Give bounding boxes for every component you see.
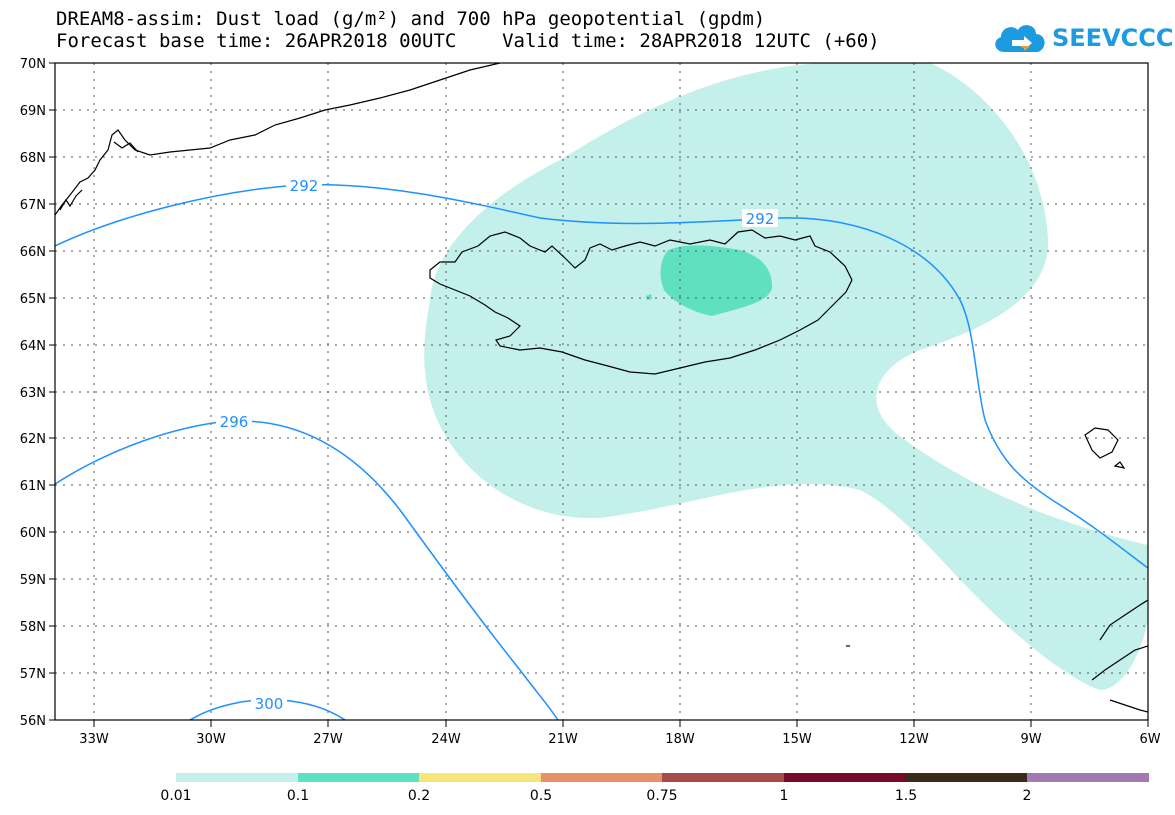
contour-296 <box>55 420 559 720</box>
lat-label: 67N <box>20 198 46 213</box>
colorbar-label: 1.5 <box>894 788 918 804</box>
colorbar-label: 1 <box>779 788 789 804</box>
colorbar-label: 0.01 <box>160 788 192 804</box>
colorbar-swatch <box>176 773 298 782</box>
colorbar-swatch <box>541 773 662 782</box>
lat-label: 59N <box>20 573 46 588</box>
lon-label: 12W <box>899 732 929 747</box>
lon-label: 27W <box>313 732 343 747</box>
lat-label: 57N <box>20 667 46 682</box>
colorbar-label: 0.5 <box>529 788 553 804</box>
graticule <box>55 63 1148 720</box>
dust-area-low <box>424 63 1148 690</box>
colorbar-label: 0.1 <box>286 788 310 804</box>
contour-label-292-a: 292 <box>290 177 319 195</box>
colorbar-swatch <box>906 773 1027 782</box>
colorbar-label: 0.75 <box>646 788 678 804</box>
lon-label: 15W <box>782 732 812 747</box>
lon-labels: 33W 30W 27W 24W 21W 18W 15W 12W 9W 6W <box>79 732 1160 747</box>
tick-marks <box>49 62 1149 727</box>
contour-label-292-b: 292 <box>746 210 775 228</box>
lon-label: 9W <box>1020 732 1041 747</box>
lon-label: 6W <box>1139 732 1160 747</box>
lat-label: 69N <box>20 104 46 119</box>
lon-label: 30W <box>196 732 226 747</box>
lat-label: 62N <box>20 432 46 447</box>
colorbar-swatch <box>784 773 906 782</box>
contour-label-300: 300 <box>255 695 284 713</box>
lat-label: 63N <box>20 386 46 401</box>
lon-label: 24W <box>431 732 461 747</box>
lat-label: 64N <box>20 339 46 354</box>
lat-label: 68N <box>20 151 46 166</box>
colorbar-swatch <box>662 773 784 782</box>
iceland-coast <box>429 229 853 375</box>
colorbar <box>176 773 1149 782</box>
coastlines <box>55 63 1148 713</box>
lat-label: 61N <box>20 479 46 494</box>
seevccc-logo: SEEVCCC <box>990 18 1174 58</box>
faroe-islands <box>1084 427 1126 469</box>
map-title-line1: DREAM8-assim: Dust load (g/m²) and 700 h… <box>56 8 766 30</box>
contour-labels: 292 292 296 300 <box>216 176 778 713</box>
colorbar-swatch <box>298 773 419 782</box>
lon-label: 21W <box>548 732 578 747</box>
lat-label: 65N <box>20 292 46 307</box>
lon-label: 18W <box>665 732 695 747</box>
lat-label: 70N <box>20 57 46 72</box>
map-title-line2: Forecast base time: 26APR2018 00UTC Vali… <box>56 30 880 52</box>
logo-text: SEEVCCC <box>1052 24 1174 52</box>
colorbar-label: 2 <box>1022 788 1032 804</box>
lat-labels: 70N 69N 68N 67N 66N 65N 64N 63N 62N 61N … <box>20 57 46 729</box>
colorbar-label: 0.2 <box>407 788 431 804</box>
lat-label: 60N <box>20 526 46 541</box>
contour-label-296: 296 <box>220 413 249 431</box>
colorbar-swatch <box>1027 773 1149 782</box>
greenland-coast-detail <box>59 141 139 211</box>
cloud-icon <box>995 25 1045 52</box>
colorbar-swatch <box>419 773 541 782</box>
lat-label: 56N <box>20 714 46 729</box>
greenland-coast <box>55 63 501 216</box>
scotland-coast <box>1091 599 1148 713</box>
lat-label: 58N <box>20 620 46 635</box>
lon-label: 33W <box>79 732 109 747</box>
lat-label: 66N <box>20 245 46 260</box>
